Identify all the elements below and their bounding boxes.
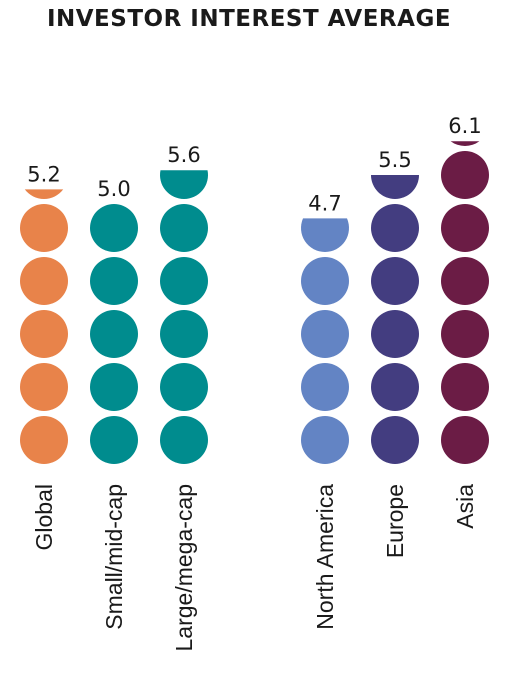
category-label-small-mid-cap: Small/mid-cap <box>101 484 127 630</box>
dot-asia <box>441 204 489 252</box>
dot-north-america <box>301 363 349 411</box>
category-label-north-america: North America <box>312 484 338 630</box>
dot-large-mega-cap <box>160 310 208 358</box>
dot-large-mega-cap <box>160 416 208 464</box>
dot-north-america <box>301 310 349 358</box>
category-label-global: Global <box>31 484 57 550</box>
dot-europe <box>371 204 419 252</box>
value-label-global: 5.2 <box>27 162 60 186</box>
dot-europe <box>371 310 419 358</box>
dot-north-america <box>301 416 349 464</box>
dot-small-mid-cap <box>90 204 138 252</box>
partial-dot-large-mega-cap <box>160 170 208 199</box>
dot-north-america <box>301 257 349 305</box>
dot-asia <box>441 416 489 464</box>
dot-asia <box>441 257 489 305</box>
dot-small-mid-cap <box>90 416 138 464</box>
dot-global <box>20 310 68 358</box>
partial-dot-global <box>24 189 64 199</box>
dot-small-mid-cap <box>90 310 138 358</box>
dot-small-mid-cap <box>90 257 138 305</box>
dot-europe <box>371 363 419 411</box>
dot-europe <box>371 257 419 305</box>
dot-small-mid-cap <box>90 363 138 411</box>
partial-dot-asia <box>450 141 480 146</box>
dot-large-mega-cap <box>160 257 208 305</box>
dot-europe <box>371 416 419 464</box>
chart-title: INVESTOR INTEREST AVERAGE <box>46 6 452 32</box>
value-label-large-mega-cap: 5.6 <box>167 143 200 167</box>
partial-dot-north-america <box>301 218 349 252</box>
value-label-europe: 5.5 <box>378 148 411 172</box>
dot-large-mega-cap <box>160 363 208 411</box>
dot-global <box>20 363 68 411</box>
dot-asia <box>441 363 489 411</box>
dot-asia <box>441 310 489 358</box>
value-label-north-america: 4.7 <box>308 191 341 215</box>
category-label-asia: Asia <box>452 484 478 529</box>
category-label-large-mega-cap: Large/mega-cap <box>171 484 197 652</box>
dot-asia <box>441 151 489 199</box>
dot-large-mega-cap <box>160 204 208 252</box>
dot-global <box>20 257 68 305</box>
value-label-asia: 6.1 <box>448 114 481 138</box>
dot-global <box>20 416 68 464</box>
value-label-small-mid-cap: 5.0 <box>97 177 130 201</box>
partial-dot-europe <box>371 175 419 199</box>
category-label-europe: Europe <box>382 484 408 558</box>
dot-global <box>20 204 68 252</box>
